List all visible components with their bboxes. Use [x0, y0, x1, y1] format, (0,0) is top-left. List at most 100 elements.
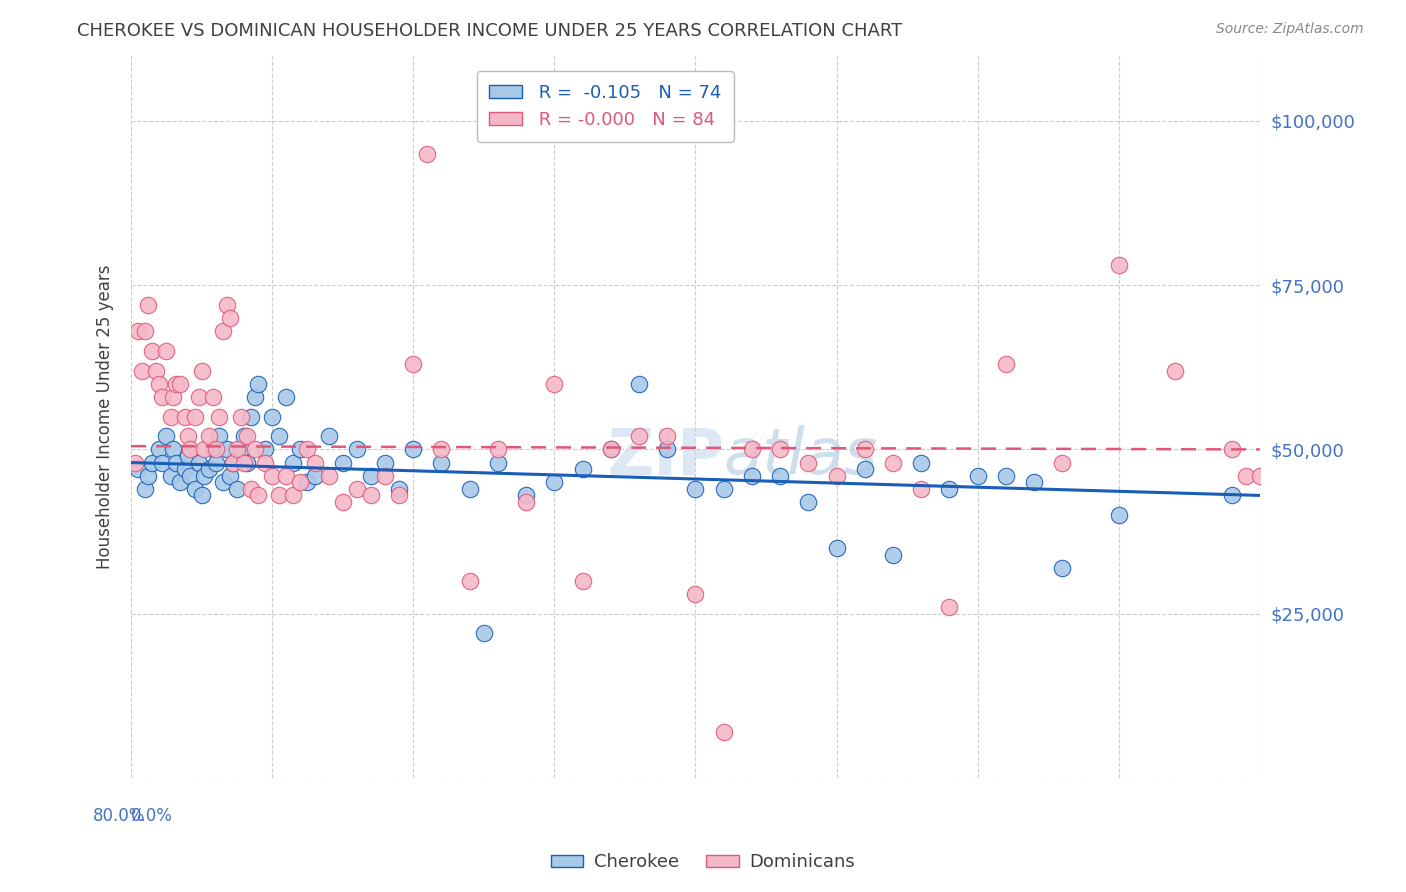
Point [318, 468, 340, 483]
Point [430, 456, 453, 470]
Point [136, 298, 159, 312]
Point [1052, 456, 1074, 470]
Point [245, 390, 267, 404]
Point [657, 442, 679, 457]
Point [254, 456, 277, 470]
Point [486, 456, 509, 470]
Point [1234, 468, 1257, 483]
Point [211, 475, 233, 490]
Point [190, 488, 212, 502]
Point [571, 574, 593, 588]
Point [218, 311, 240, 326]
Point [599, 442, 621, 457]
Legend:  R =  -0.105   N = 74,  R = -0.000   N = 84: R = -0.105 N = 74, R = -0.000 N = 84 [477, 71, 734, 142]
Point [388, 488, 411, 502]
Text: atlas: atlas [724, 425, 877, 487]
Point [458, 574, 481, 588]
Point [169, 376, 191, 391]
Point [179, 468, 201, 483]
Point [1333, 468, 1355, 483]
Point [938, 482, 960, 496]
Point [159, 409, 181, 424]
Point [247, 488, 270, 502]
Point [685, 482, 707, 496]
Point [966, 468, 988, 483]
Point [247, 376, 270, 391]
Point [769, 468, 792, 483]
Point [197, 429, 219, 443]
Point [797, 495, 820, 509]
Point [276, 468, 298, 483]
Point [825, 468, 848, 483]
Point [207, 429, 229, 443]
Point [713, 482, 735, 496]
Point [304, 456, 326, 470]
Point [1108, 259, 1130, 273]
Point [269, 429, 291, 443]
Point [1277, 468, 1299, 483]
Point [162, 390, 184, 404]
Point [994, 357, 1017, 371]
Point [1389, 468, 1406, 483]
Point [221, 456, 243, 470]
Point [262, 468, 284, 483]
Point [148, 442, 170, 457]
Text: 80.0%: 80.0% [93, 807, 145, 825]
Point [628, 429, 651, 443]
Point [853, 462, 876, 476]
Point [374, 468, 396, 483]
Point [221, 456, 243, 470]
Point [1220, 442, 1243, 457]
Point [134, 324, 156, 338]
Point [236, 456, 259, 470]
Point [254, 442, 277, 457]
Point [1305, 468, 1327, 483]
Point [233, 456, 256, 470]
Point [283, 488, 305, 502]
Point [769, 442, 792, 457]
Point [276, 390, 298, 404]
Point [187, 390, 209, 404]
Point [190, 363, 212, 377]
Point [169, 475, 191, 490]
Point [173, 409, 195, 424]
Point [148, 376, 170, 391]
Point [346, 482, 368, 496]
Point [346, 442, 368, 457]
Point [713, 725, 735, 739]
Point [910, 482, 932, 496]
Point [204, 442, 226, 457]
Point [374, 456, 396, 470]
Point [472, 626, 495, 640]
Point [233, 429, 256, 443]
Point [179, 442, 201, 457]
Point [183, 482, 205, 496]
Point [1249, 468, 1271, 483]
Point [240, 482, 263, 496]
Point [1220, 488, 1243, 502]
Point [245, 442, 267, 457]
Text: 0.0%: 0.0% [131, 807, 173, 825]
Point [515, 488, 537, 502]
Point [825, 541, 848, 555]
Point [571, 462, 593, 476]
Point [159, 468, 181, 483]
Text: Source: ZipAtlas.com: Source: ZipAtlas.com [1216, 22, 1364, 37]
Point [402, 442, 425, 457]
Point [127, 462, 149, 476]
Point [332, 495, 354, 509]
Point [458, 482, 481, 496]
Point [183, 409, 205, 424]
Point [657, 429, 679, 443]
Point [204, 456, 226, 470]
Point [225, 442, 247, 457]
Point [741, 442, 763, 457]
Point [176, 429, 198, 443]
Point [215, 442, 238, 457]
Point [150, 390, 173, 404]
Point [165, 376, 187, 391]
Point [290, 475, 312, 490]
Point [290, 442, 312, 457]
Point [201, 390, 224, 404]
Point [543, 376, 565, 391]
